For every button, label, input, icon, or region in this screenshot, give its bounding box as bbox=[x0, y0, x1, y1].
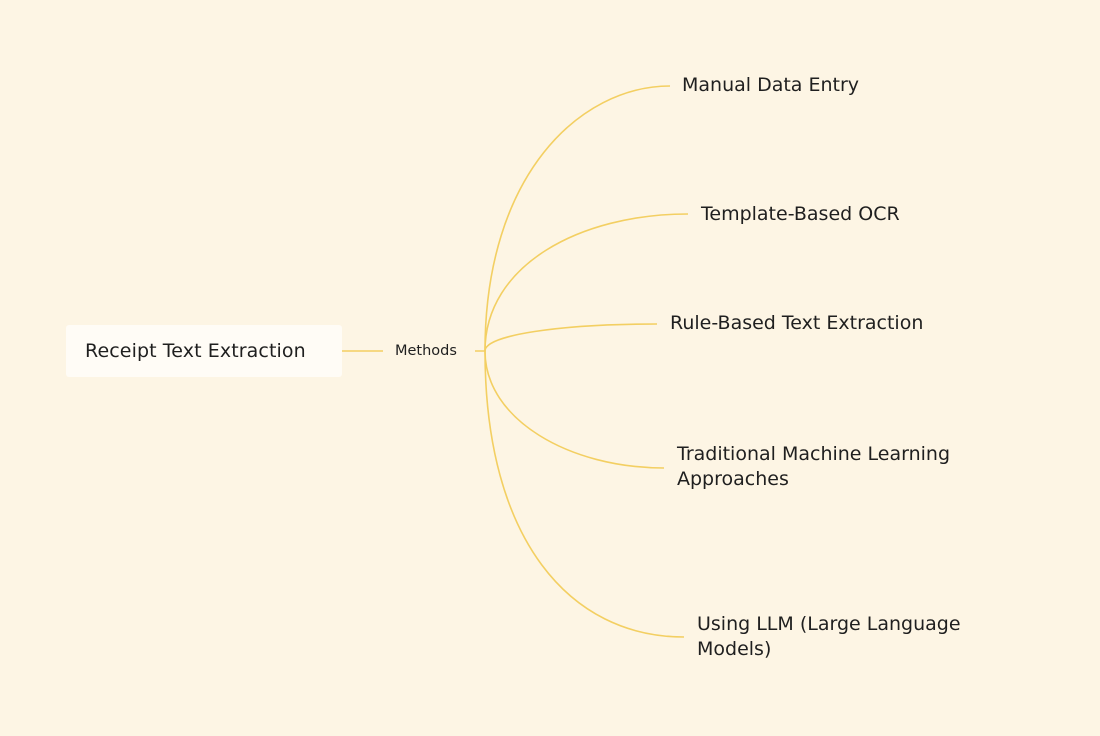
connector-methods-to-rule-based-text-extraction bbox=[484, 323, 658, 352]
connector-methods-to-template-based-ocr bbox=[484, 213, 689, 352]
connector-methods-to-manual-data-entry bbox=[475, 85, 671, 352]
connector-methods-to-traditional-ml bbox=[484, 350, 665, 469]
leaf-node-using-llm[interactable]: Using LLM (Large Language Models) bbox=[697, 613, 961, 660]
leaf-node-template-based-ocr[interactable]: Template-Based OCR bbox=[701, 203, 900, 225]
root-node-receipt-text-extraction[interactable]: Receipt Text Extraction bbox=[66, 325, 342, 377]
leaf-node-manual-data-entry[interactable]: Manual Data Entry bbox=[682, 74, 860, 96]
connector-methods-to-using-llm bbox=[484, 350, 685, 638]
branch-node-methods[interactable]: Methods bbox=[395, 343, 457, 359]
leaf-node-traditional-machine-learning[interactable]: Traditional Machine Learning Approaches bbox=[677, 443, 951, 490]
leaf-node-rule-based-text-extraction[interactable]: Rule-Based Text Extraction bbox=[670, 312, 924, 334]
